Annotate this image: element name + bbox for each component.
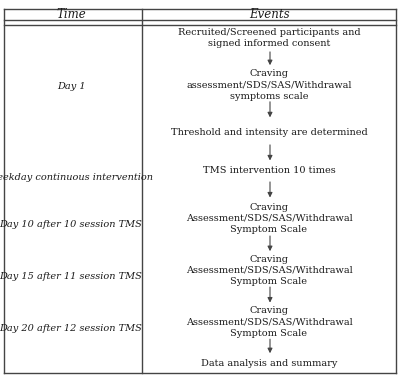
Text: Threshold and intensity are determined: Threshold and intensity are determined: [171, 128, 367, 137]
Text: TMS intervention 10 times: TMS intervention 10 times: [203, 166, 335, 175]
Text: Recruited/Screened participants and
signed informed consent: Recruited/Screened participants and sign…: [178, 28, 360, 48]
Text: Craving
Assessment/SDS/SAS/Withdrawal
Symptom Scale: Craving Assessment/SDS/SAS/Withdrawal Sy…: [186, 203, 352, 234]
Text: Data analysis and summary: Data analysis and summary: [201, 359, 337, 368]
Text: Day 15 after 11 session TMS: Day 15 after 11 session TMS: [0, 272, 142, 281]
Text: Time: Time: [56, 8, 86, 21]
Text: Craving
Assessment/SDS/SAS/Withdrawal
Symptom Scale: Craving Assessment/SDS/SAS/Withdrawal Sy…: [186, 255, 352, 286]
Text: Events: Events: [249, 8, 289, 21]
Text: Day 1: Day 1: [57, 82, 85, 91]
Text: Craving
assessment/SDS/SAS/Withdrawal
symptoms scale: Craving assessment/SDS/SAS/Withdrawal sy…: [186, 70, 352, 101]
Text: Day 20 after 12 session TMS: Day 20 after 12 session TMS: [0, 324, 142, 333]
Text: Weekday continuous intervention: Weekday continuous intervention: [0, 173, 154, 182]
Text: Craving
Assessment/SDS/SAS/Withdrawal
Symptom Scale: Craving Assessment/SDS/SAS/Withdrawal Sy…: [186, 307, 352, 338]
Text: Day 10 after 10 session TMS: Day 10 after 10 session TMS: [0, 220, 142, 229]
